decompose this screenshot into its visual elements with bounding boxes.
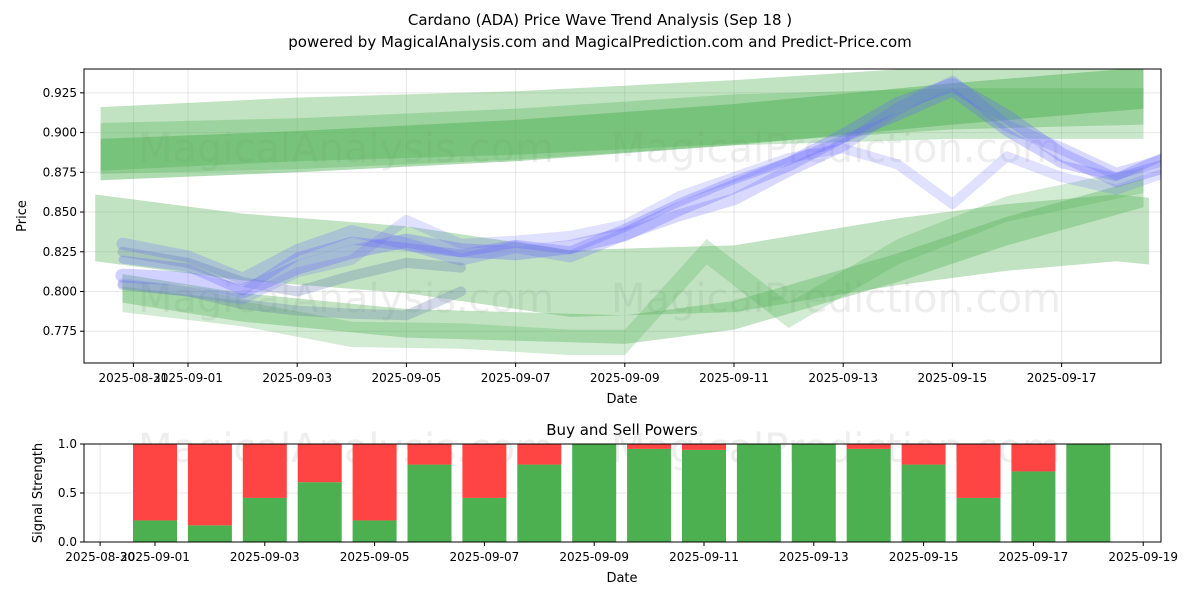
chart-title: Cardano (ADA) Price Wave Trend Analysis …: [408, 11, 792, 29]
sell-power-bar: [297, 444, 342, 483]
price-wave-line: [116, 75, 1161, 285]
buy-power-bar: [736, 444, 781, 542]
signal-y-tick-label: 0.5: [58, 486, 77, 500]
sell-power-bar: [133, 444, 177, 521]
signal-x-tick-label: 2025-09-19: [1108, 550, 1178, 564]
sell-power-bar: [517, 444, 562, 465]
trend-band: [100, 69, 1144, 171]
price-wave-shadow: [117, 280, 466, 321]
signal-bars: [133, 444, 1111, 542]
signal-y-label: Signal Strength: [31, 443, 46, 543]
sell-power-bar: [462, 444, 507, 498]
signal-y-tick-label: 0.0: [58, 535, 77, 549]
price-y-tick-label: 0.875: [43, 165, 77, 179]
buy-power-bar: [846, 448, 891, 542]
trend-band: [95, 194, 1150, 317]
signal-x-tick-label: 2025-09-05: [340, 550, 410, 564]
trend-band: [122, 178, 1144, 344]
buy-power-bar: [1011, 471, 1056, 542]
sell-power-bar: [187, 444, 232, 526]
price-x-tick-label: 2025-09-11: [699, 371, 769, 385]
buy-power-bar: [901, 464, 946, 542]
signal-x-tick-label: 2025-09-09: [559, 550, 629, 564]
signal-x-tick-label: 2025-09-17: [999, 550, 1069, 564]
price-x-label: Date: [606, 392, 637, 407]
watermark-text: MagicalPrediction.com: [611, 276, 1061, 322]
buy-power-bar: [956, 497, 1001, 542]
price-x-tick-label: 2025-09-03: [262, 371, 332, 385]
watermark-text: MagicalAnalysis.com: [138, 126, 554, 172]
price-y-tick-label: 0.825: [43, 245, 77, 259]
signal-chart-title: Buy and Sell Powers: [546, 421, 698, 439]
sell-power-bar: [846, 444, 891, 449]
signal-x-tick-label: 2025-09-13: [779, 550, 849, 564]
price-x-tick-label: 2025-09-17: [1027, 371, 1097, 385]
signal-chart: Buy and Sell Powers MagicalAnalysis.com M…: [31, 421, 1178, 586]
trend-bands: [95, 69, 1150, 356]
watermark-text: MagicalAnalysis.com: [138, 276, 554, 322]
price-y-tick-label: 0.800: [43, 284, 77, 298]
price-x-tick-label: 2025-09-01: [153, 371, 223, 385]
buy-power-bar: [462, 497, 507, 542]
buy-power-bar: [791, 444, 836, 542]
price-x-tick-label: 2025-09-15: [918, 371, 988, 385]
signal-x-tick-label: 2025-09-15: [889, 550, 959, 564]
sell-power-bar: [901, 444, 946, 465]
trend-band: [100, 88, 1144, 174]
price-chart: MagicalAnalysis.com MagicalPrediction.com…: [15, 68, 1162, 407]
price-y-tick-label: 0.850: [43, 205, 77, 219]
sell-power-bar: [956, 444, 1001, 498]
signal-x-tick-label: 2025-09-03: [230, 550, 300, 564]
buy-power-bar: [627, 448, 672, 542]
buy-power-bar: [517, 464, 562, 542]
price-y-ticks: 0.775 0.800 0.825 0.850 0.875 0.900 0.925: [43, 86, 84, 338]
buy-power-bar: [1066, 444, 1111, 542]
sell-power-bar: [407, 444, 452, 465]
sell-power-bar: [352, 444, 397, 521]
sell-power-bar: [242, 444, 287, 498]
price-wave-line: [118, 88, 1161, 296]
price-x-tick-label: 2025-09-13: [808, 371, 878, 385]
price-watermarks: MagicalAnalysis.com MagicalPrediction.com…: [138, 126, 1061, 322]
price-y-label: Price: [15, 200, 30, 232]
trend-band: [100, 69, 1144, 181]
price-wave-line: [117, 143, 1161, 305]
buy-power-bar: [352, 520, 397, 542]
signal-x-tick-label: 2025-09-07: [450, 550, 520, 564]
price-waves: [115, 75, 1161, 321]
price-y-tick-label: 0.775: [43, 324, 77, 338]
buy-power-bar: [572, 444, 617, 542]
buy-power-bar: [407, 464, 452, 542]
price-y-tick-label: 0.925: [43, 86, 77, 100]
buy-power-bar: [297, 482, 342, 542]
chart-subtitle: powered by MagicalAnalysis.com and Magic…: [288, 33, 912, 51]
price-plot-frame: [83, 68, 1162, 364]
price-wave-shadow: [117, 246, 466, 297]
buy-power-bar: [133, 520, 177, 542]
sell-power-bar: [682, 444, 726, 450]
price-wave-line: [115, 77, 1161, 299]
watermark-text: MagicalPrediction.com: [611, 126, 1061, 172]
price-x-tick-label: 2025-09-09: [590, 371, 660, 385]
signal-x-tick-label: 2025-09-01: [120, 550, 190, 564]
buy-power-bar: [187, 525, 232, 542]
signal-x-tick-label: 2025-08-30: [65, 550, 135, 564]
sell-power-bar: [1011, 444, 1056, 472]
signal-y-tick-label: 1.0: [58, 437, 77, 451]
price-x-tick-label: 2025-08-31: [99, 371, 169, 385]
sell-power-bar: [627, 444, 672, 449]
buy-power-bar: [242, 497, 287, 542]
price-y-tick-label: 0.900: [43, 126, 77, 140]
price-grid: [84, 69, 1161, 363]
buy-power-bar: [682, 449, 726, 542]
signal-y-ticks: 0.0 0.5 1.0: [58, 437, 84, 549]
price-x-tick-label: 2025-09-07: [481, 371, 551, 385]
signal-x-label: Date: [606, 571, 637, 586]
signal-x-tick-label: 2025-09-11: [669, 550, 739, 564]
price-x-tick-label: 2025-09-05: [372, 371, 442, 385]
